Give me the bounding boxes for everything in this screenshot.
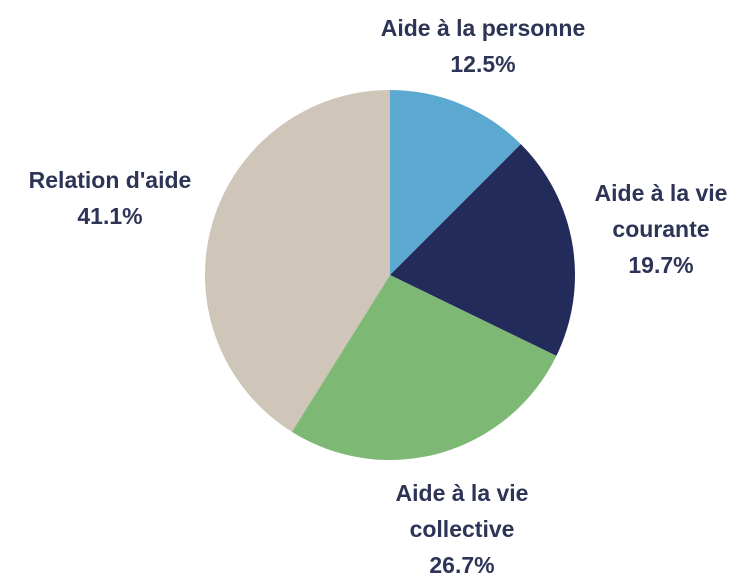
category-label: Relation d'aide (28, 167, 192, 193)
slice-label: Aide à la personne 12.5% (333, 10, 633, 82)
pie-slice (390, 144, 575, 356)
slice-label: Aide à la vie collective 26.7% (377, 475, 547, 581)
slice-label: Aide à la vie courante 19.7% (578, 175, 744, 283)
value-label: 19.7% (628, 252, 694, 278)
category-label: Aide à la vie courante (594, 180, 728, 242)
pie-slice (205, 90, 390, 432)
category-label: Aide à la personne (380, 15, 586, 41)
pie-slice (291, 275, 557, 460)
category-label: Aide à la vie collective (395, 480, 529, 542)
pie-slice (390, 90, 521, 275)
value-label: 12.5% (450, 51, 516, 77)
value-label: 26.7% (429, 552, 495, 578)
value-label: 41.1% (77, 203, 143, 229)
slice-label: Relation d'aide 41.1% (0, 162, 220, 234)
